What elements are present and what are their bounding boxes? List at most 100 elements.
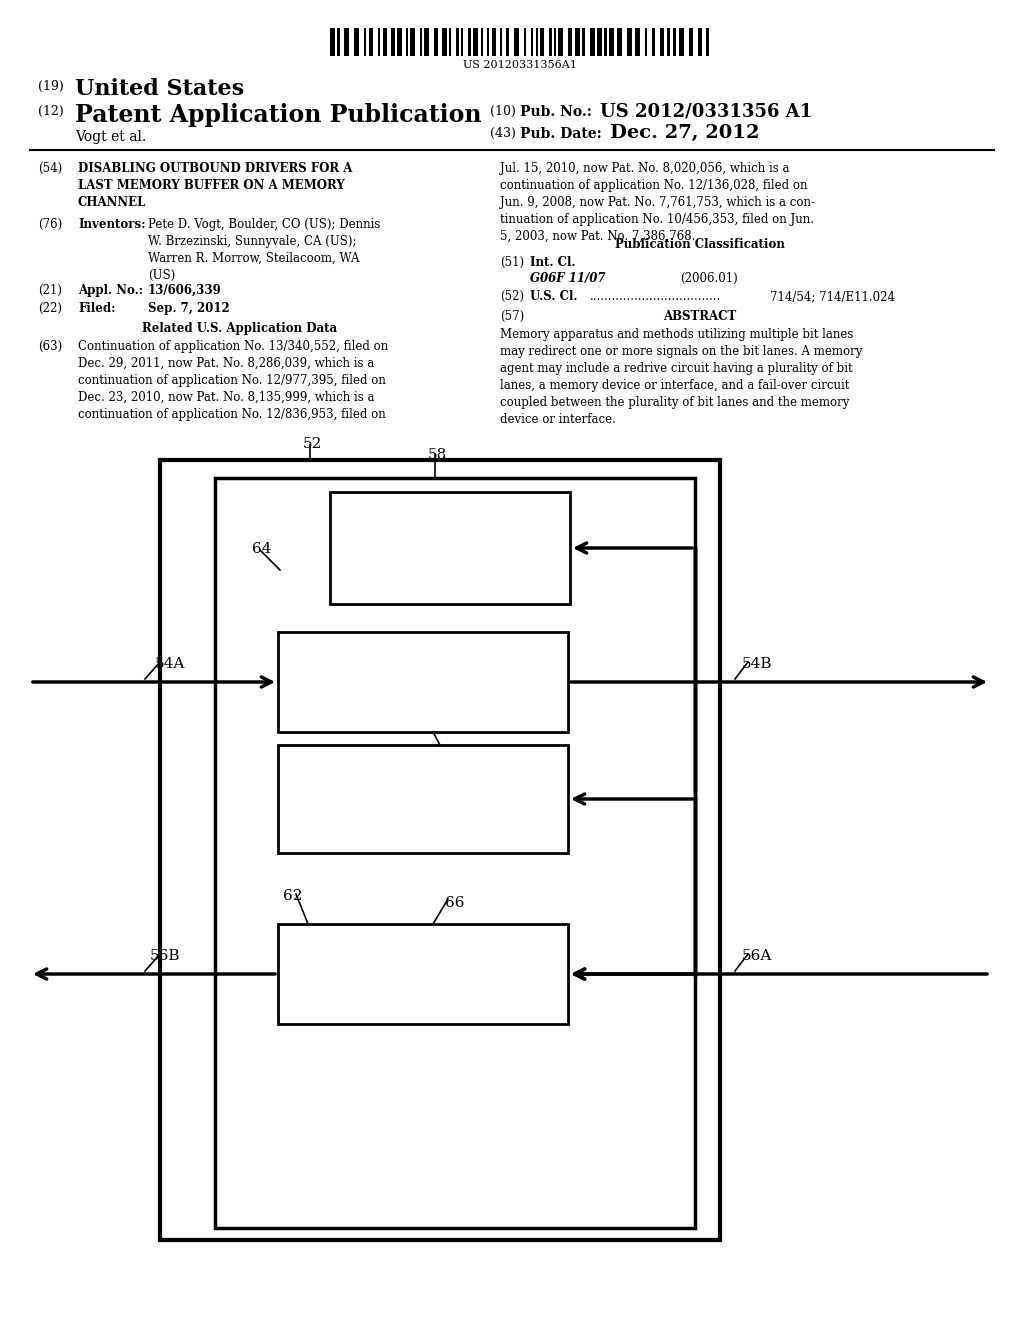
- Bar: [395, 28, 397, 55]
- Text: (54): (54): [38, 162, 62, 176]
- Bar: [554, 28, 556, 55]
- Bar: [397, 28, 402, 55]
- Text: 56B: 56B: [150, 949, 180, 964]
- Text: Sep. 7, 2012: Sep. 7, 2012: [148, 302, 229, 315]
- Text: ABSTRACT: ABSTRACT: [664, 310, 736, 323]
- Bar: [706, 28, 709, 55]
- Bar: [568, 28, 572, 55]
- Text: Pub. No.:: Pub. No.:: [520, 106, 592, 119]
- Text: Appl. No.:: Appl. No.:: [78, 284, 143, 297]
- Bar: [402, 28, 406, 55]
- Bar: [438, 28, 442, 55]
- Bar: [406, 28, 408, 55]
- Text: Filed:: Filed:: [78, 302, 116, 315]
- Bar: [380, 28, 383, 55]
- Bar: [340, 28, 344, 55]
- Bar: [673, 28, 676, 55]
- Bar: [449, 28, 451, 55]
- Bar: [582, 28, 585, 55]
- Bar: [645, 28, 647, 55]
- Bar: [391, 28, 395, 55]
- Bar: [422, 28, 424, 55]
- Bar: [664, 28, 667, 55]
- Bar: [478, 28, 481, 55]
- Text: (22): (22): [38, 302, 62, 315]
- Bar: [667, 28, 670, 55]
- Text: Related U.S. Application Data: Related U.S. Application Data: [142, 322, 338, 335]
- Bar: [487, 28, 489, 55]
- Bar: [337, 28, 340, 55]
- Text: U.S. Cl.: U.S. Cl.: [530, 290, 578, 304]
- Bar: [330, 492, 570, 605]
- Bar: [602, 28, 604, 55]
- Bar: [617, 28, 622, 55]
- Text: Pete D. Vogt, Boulder, CO (US); Dennis
W. Brzezinski, Sunnyvale, CA (US);
Warren: Pete D. Vogt, Boulder, CO (US); Dennis W…: [148, 218, 380, 282]
- Bar: [580, 28, 582, 55]
- Text: Patent Application Publication: Patent Application Publication: [75, 103, 481, 127]
- Text: Jul. 15, 2010, now Pat. No. 8,020,056, which is a
continuation of application No: Jul. 15, 2010, now Pat. No. 8,020,056, w…: [500, 162, 815, 243]
- Text: REDRIVE: REDRIVE: [388, 965, 458, 983]
- Bar: [607, 28, 609, 55]
- Bar: [424, 28, 429, 55]
- Bar: [442, 28, 447, 55]
- Bar: [160, 459, 720, 1239]
- Text: (2006.01): (2006.01): [680, 272, 737, 285]
- Text: Vogt et al.: Vogt et al.: [75, 129, 146, 144]
- Bar: [670, 28, 673, 55]
- Text: (51): (51): [500, 256, 524, 269]
- Bar: [500, 28, 502, 55]
- Bar: [563, 28, 568, 55]
- Bar: [509, 28, 514, 55]
- Bar: [534, 28, 536, 55]
- Bar: [410, 28, 415, 55]
- Text: Memory apparatus and methods utilizing multiple bit lanes
may redirect one or mo: Memory apparatus and methods utilizing m…: [500, 327, 862, 426]
- Text: 58: 58: [428, 447, 447, 462]
- Bar: [330, 28, 335, 55]
- Bar: [609, 28, 614, 55]
- Bar: [660, 28, 664, 55]
- Text: 60: 60: [445, 752, 465, 766]
- Bar: [492, 28, 496, 55]
- Bar: [354, 28, 359, 55]
- Bar: [590, 28, 595, 55]
- Bar: [408, 28, 410, 55]
- Bar: [652, 28, 655, 55]
- Text: REDRIVE: REDRIVE: [388, 673, 458, 690]
- Bar: [702, 28, 706, 55]
- Bar: [496, 28, 500, 55]
- Bar: [684, 28, 689, 55]
- Bar: [383, 28, 387, 55]
- Text: (76): (76): [38, 218, 62, 231]
- Bar: [526, 28, 531, 55]
- Bar: [461, 28, 463, 55]
- Bar: [471, 28, 473, 55]
- Bar: [483, 28, 487, 55]
- Text: (57): (57): [500, 310, 524, 323]
- Bar: [344, 28, 349, 55]
- Bar: [575, 28, 580, 55]
- Bar: [709, 28, 714, 55]
- Bar: [604, 28, 607, 55]
- Bar: [597, 28, 602, 55]
- Bar: [278, 744, 568, 853]
- Bar: [524, 28, 526, 55]
- Text: MEMORY: MEMORY: [423, 532, 477, 548]
- Bar: [627, 28, 632, 55]
- Text: (52): (52): [500, 290, 524, 304]
- Bar: [415, 28, 420, 55]
- Bar: [481, 28, 483, 55]
- Bar: [506, 28, 509, 55]
- Text: DISABLING OUTBOUND DRIVERS FOR A
LAST MEMORY BUFFER ON A MEMORY
CHANNEL: DISABLING OUTBOUND DRIVERS FOR A LAST ME…: [78, 162, 352, 209]
- Bar: [544, 28, 549, 55]
- Bar: [447, 28, 449, 55]
- Bar: [640, 28, 645, 55]
- Bar: [387, 28, 391, 55]
- Text: 56A: 56A: [742, 949, 772, 964]
- Bar: [693, 28, 698, 55]
- Text: 66: 66: [445, 896, 465, 909]
- Bar: [473, 28, 478, 55]
- Bar: [655, 28, 660, 55]
- Bar: [614, 28, 617, 55]
- Bar: [558, 28, 563, 55]
- Text: 52: 52: [303, 437, 323, 451]
